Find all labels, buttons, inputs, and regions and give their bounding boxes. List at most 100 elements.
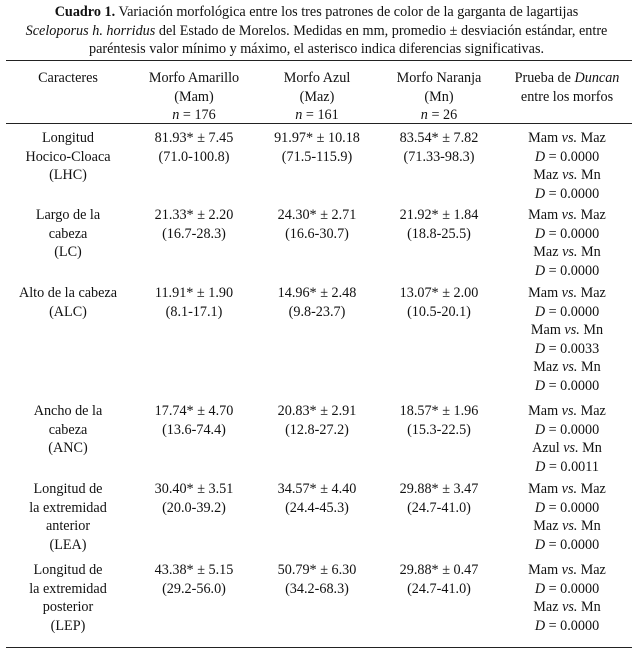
caption-line-1: Cuadro 1. Variación morfológica entre lo… bbox=[54, 4, 579, 20]
cell-duncan: Mam vs. Maz D = 0.0000 Maz vs. Mn D = 0.000… bbox=[502, 206, 632, 280]
cell-line: 20.83* ± 2.91 bbox=[277, 403, 357, 419]
duncan-p-value: D = 0.0000 bbox=[534, 185, 600, 202]
cell-line: Longitud de bbox=[33, 562, 103, 578]
cell-line: 30.40* ± 3.51 bbox=[154, 481, 234, 497]
cell-duncan: Mam vs. Maz D = 0.0000 Maz vs. Mn D = 0.000… bbox=[502, 561, 632, 635]
cell-line: Largo de la bbox=[35, 207, 101, 223]
cell-line: (29.2-56.0) bbox=[162, 580, 226, 597]
header-caracteres: Caracteres bbox=[38, 70, 98, 86]
cell-line: (13.6-74.4) bbox=[162, 421, 226, 438]
caption-line-2: Sceloporus h. horridus del Estado de Mor… bbox=[25, 22, 608, 39]
cell-amarillo: 43.38* ± 5.15 (29.2-56.0) bbox=[130, 561, 258, 598]
duncan-p-value: D = 0.0000 bbox=[534, 262, 600, 279]
cell-line: anterior bbox=[45, 518, 91, 534]
duncan-p-value: D = 0.0000 bbox=[534, 148, 600, 165]
cell-line: (16.7-28.3) bbox=[162, 225, 226, 242]
duncan-comparison: Mam vs. Maz bbox=[528, 207, 606, 223]
duncan-comparison: Maz vs. Mn bbox=[533, 518, 601, 534]
duncan-p-value: D = 0.0011 bbox=[535, 458, 599, 475]
cell-line: 29.88* ± 3.47 bbox=[399, 481, 479, 497]
cell-line: Ancho de la bbox=[33, 403, 103, 419]
caption-line-3: paréntesis valor mínimo y máximo, el ast… bbox=[88, 41, 545, 57]
cell-line: (34.2-68.3) bbox=[285, 580, 349, 597]
cell-line: (LHC) bbox=[49, 167, 87, 183]
cell-line: 29.88* ± 0.47 bbox=[399, 562, 479, 578]
cell-line: (20.0-39.2) bbox=[162, 499, 226, 516]
cell-azul: 14.96* ± 2.48 (9.8-23.7) bbox=[258, 284, 376, 321]
header-morfo-naranja: Morfo Naranja (Mn) n = 26 bbox=[396, 70, 482, 123]
cell-line: Hocico-Cloaca bbox=[25, 148, 111, 165]
duncan-comparison: Maz vs. Mn bbox=[533, 244, 601, 260]
duncan-p-value: D = 0.0000 bbox=[534, 536, 600, 553]
header-morfo-amarillo: Morfo Amarillo (Mam) n = 176 bbox=[148, 70, 240, 123]
cell-duncan: Mam vs. Maz D = 0.0000 Azul vs. Mn D = 0.00… bbox=[502, 402, 632, 476]
duncan-comparison: Mam vs. Maz bbox=[528, 481, 606, 497]
cell-line: (71.0-100.8) bbox=[158, 148, 230, 165]
cell-line: cabeza bbox=[48, 421, 88, 438]
cell-line: 34.57* ± 4.40 bbox=[277, 481, 357, 497]
cell-line: 81.93* ± 7.45 bbox=[154, 130, 234, 146]
duncan-p-value: D = 0.0000 bbox=[534, 617, 600, 634]
cell-line: (24.7-41.0) bbox=[407, 499, 471, 516]
cell-caracter: Longitud de la extremidad anterior (LEA) bbox=[6, 480, 130, 554]
cell-duncan: Mam vs. Maz D = 0.0000 Maz vs. Mn D = 0.000… bbox=[502, 480, 632, 554]
cell-line: (9.8-23.7) bbox=[288, 303, 346, 320]
cell-line: 50.79* ± 6.30 bbox=[277, 562, 357, 578]
caption-label: Cuadro 1. bbox=[54, 4, 116, 20]
duncan-p-value: D = 0.0000 bbox=[534, 499, 600, 516]
duncan-comparison: Maz vs. Mn bbox=[533, 359, 601, 375]
cell-line: 18.57* ± 1.96 bbox=[399, 403, 479, 419]
duncan-comparison: Mam vs. Maz bbox=[528, 403, 606, 419]
cell-caracter: Longitud de la extremidad posterior (LEP) bbox=[6, 561, 130, 635]
cell-line: (16.6-30.7) bbox=[285, 225, 349, 242]
duncan-comparison: Mam vs. Maz bbox=[528, 562, 606, 578]
cell-line: Longitud bbox=[41, 130, 95, 146]
cell-caracter: Longitud Hocico-Cloaca (LHC) bbox=[6, 129, 130, 185]
cell-amarillo: 81.93* ± 7.45 (71.0-100.8) bbox=[130, 129, 258, 166]
table-caption: Cuadro 1. Variación morfológica entre lo… bbox=[0, 3, 633, 59]
cell-line: 14.96* ± 2.48 bbox=[277, 285, 357, 301]
cell-azul: 34.57* ± 4.40 (24.4-45.3) bbox=[258, 480, 376, 517]
cell-line: (10.5-20.1) bbox=[407, 303, 471, 320]
cell-caracter: Alto de la cabeza (ALC) bbox=[6, 284, 130, 321]
header-prueba-duncan: Prueba de Duncan entre los morfos bbox=[514, 70, 620, 105]
cell-line: (18.8-25.5) bbox=[407, 225, 471, 242]
cell-line: 17.74* ± 4.70 bbox=[154, 403, 234, 419]
cell-line: (ANC) bbox=[48, 440, 88, 456]
cell-line: la extremidad bbox=[29, 499, 107, 516]
header-morfo-azul: Morfo Azul (Maz) n = 161 bbox=[283, 70, 351, 123]
cell-azul: 91.97* ± 10.18 (71.5-115.9) bbox=[258, 129, 376, 166]
cell-line: posterior bbox=[42, 599, 94, 615]
cell-line: la extremidad bbox=[29, 580, 107, 597]
cell-naranja: 29.88* ± 0.47 (24.7-41.0) bbox=[376, 561, 502, 598]
cell-duncan: Mam vs. Maz D = 0.0000 Maz vs. Mn D = 0.000… bbox=[502, 129, 632, 203]
cell-line: (24.7-41.0) bbox=[407, 580, 471, 597]
cell-naranja: 21.92* ± 1.84 (18.8-25.5) bbox=[376, 206, 502, 243]
cell-line: Longitud de bbox=[33, 481, 103, 497]
cell-naranja: 83.54* ± 7.82 (71.33-98.3) bbox=[376, 129, 502, 166]
cell-amarillo: 17.74* ± 4.70 (13.6-74.4) bbox=[130, 402, 258, 439]
duncan-comparison: Mam vs. Maz bbox=[528, 130, 606, 146]
cell-line: (LEP) bbox=[50, 617, 86, 634]
duncan-p-value: D = 0.0000 bbox=[534, 580, 600, 597]
cell-azul: 24.30* ± 2.71 (16.6-30.7) bbox=[258, 206, 376, 243]
cell-line: (71.33-98.3) bbox=[403, 148, 475, 165]
cell-amarillo: 21.33* ± 2.20 (16.7-28.3) bbox=[130, 206, 258, 243]
cell-caracter: Ancho de la cabeza (ANC) bbox=[6, 402, 130, 458]
duncan-comparison: Mam vs. Maz bbox=[528, 285, 606, 301]
cell-caracter: Largo de la cabeza (LC) bbox=[6, 206, 130, 262]
duncan-p-value: D = 0.0000 bbox=[534, 303, 600, 320]
cell-line: (71.5-115.9) bbox=[281, 148, 353, 165]
duncan-p-value: D = 0.0000 bbox=[534, 377, 600, 394]
duncan-comparison: Mam vs. Mn bbox=[530, 322, 604, 338]
cell-duncan: Mam vs. Maz D = 0.0000 Mam vs. Mn D = 0.003… bbox=[502, 284, 632, 395]
duncan-p-value: D = 0.0033 bbox=[534, 340, 600, 357]
cell-line: (LEA) bbox=[49, 536, 87, 553]
cell-line: (12.8-27.2) bbox=[285, 421, 349, 438]
cell-line: 21.92* ± 1.84 bbox=[399, 207, 479, 223]
duncan-comparison: Azul vs. Mn bbox=[532, 440, 602, 456]
cell-azul: 20.83* ± 2.91 (12.8-27.2) bbox=[258, 402, 376, 439]
cell-line: (ALC) bbox=[49, 303, 87, 320]
cell-naranja: 18.57* ± 1.96 (15.3-22.5) bbox=[376, 402, 502, 439]
duncan-comparison: Maz vs. Mn bbox=[533, 167, 601, 183]
